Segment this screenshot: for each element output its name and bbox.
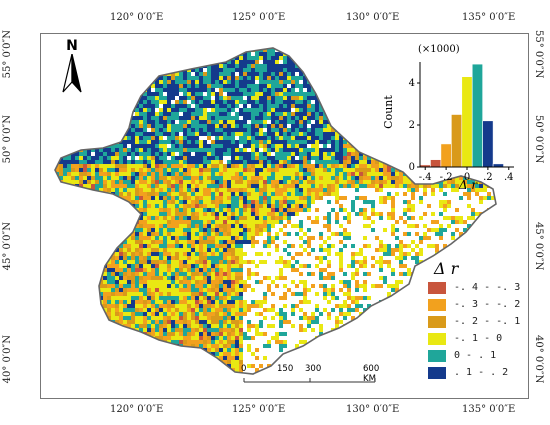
y-tick-label: 4 (409, 78, 415, 89)
left-lat-label: 55° 0′0″N (2, 30, 13, 79)
right-lat-label: 45° 0′0″N (533, 222, 544, 271)
legend-label: -. 1 - 0 (454, 333, 503, 344)
y-axis-label: Count (382, 95, 395, 129)
y-tick-label: 2 (409, 120, 415, 131)
left-lat-label: 40° 0′0″N (2, 335, 13, 384)
legend-swatch (428, 315, 446, 328)
top-lon-label: 125° 0′0″E (232, 12, 286, 23)
y-tick-label: 0 (409, 162, 415, 173)
histogram-bar (440, 143, 452, 168)
legend-label: -. 4 - -. 3 (454, 282, 521, 293)
bottom-lon-label: 135° 0′0″E (462, 404, 516, 415)
legend-item: -. 2 - -. 1 (428, 314, 528, 329)
scale-bar-line (243, 378, 376, 383)
legend-item: -. 4 - -. 3 (428, 280, 528, 295)
top-lon-label: 135° 0′0″E (462, 12, 516, 23)
legend-swatch (428, 298, 446, 311)
scale-label: 300 (305, 364, 322, 374)
legend: Δ r -. 4 - -. 3 -. 3 - -. 2 -. 2 - -. 1 -. … (428, 259, 528, 380)
right-lat-label: 55° 0′0″N (533, 30, 544, 79)
legend-label: 0 - . 1 (454, 350, 497, 361)
x-tick-label: -.4 (419, 172, 432, 183)
bottom-lon-label: 125° 0′0″E (232, 404, 286, 415)
legend-swatch (428, 366, 446, 379)
top-lon-label: 130° 0′0″E (346, 12, 400, 23)
x-tick-label: 0 (464, 172, 470, 183)
x-tick-label: -.2 (440, 172, 453, 183)
legend-label: -. 2 - -. 1 (454, 316, 521, 327)
histogram-inset: -.4 -.2 0 .2 .4 0 2 4 Count Δ r (×1000) (382, 44, 514, 192)
legend-swatch (428, 332, 446, 345)
x-tick-label: .2 (483, 172, 493, 183)
scale-bar: 0 150 300 600 KM (241, 364, 380, 390)
histogram-bar (451, 114, 463, 168)
map-panel: N -.4 -.2 0 .2 .4 0 2 4 Count Δ r (×1000) Δ r -. 4… (40, 33, 529, 399)
multiplier-label: (×1000) (418, 44, 460, 55)
right-lat-label: 50° 0′0″N (533, 115, 544, 164)
legend-swatch (428, 349, 446, 362)
north-letter: N (66, 38, 78, 54)
map-canvas (54, 47, 497, 375)
legend-item: -. 1 - 0 (428, 331, 528, 346)
legend-label: -. 3 - -. 2 (454, 299, 521, 310)
bottom-lon-label: 120° 0′0″E (110, 404, 164, 415)
right-lat-label: 40° 0′0″N (533, 335, 544, 384)
histogram-bar (482, 120, 494, 168)
top-lon-label: 120° 0′0″E (110, 12, 164, 23)
scale-label: 150 (277, 364, 294, 374)
scale-label: 0 (241, 364, 247, 374)
histogram-bar (471, 63, 483, 168)
legend-swatch (428, 281, 446, 294)
left-lat-label: 50° 0′0″N (2, 115, 13, 164)
x-axis-label: Δ r (458, 178, 478, 192)
legend-label: . 1 - . 2 (454, 367, 509, 378)
scale-label: 600 KM (363, 364, 380, 384)
legend-item: 0 - . 1 (428, 348, 528, 363)
legend-title: Δ r (434, 259, 459, 278)
bottom-lon-label: 130° 0′0″E (346, 404, 400, 415)
north-arrow: N (61, 38, 83, 98)
left-lat-label: 45° 0′0″N (2, 222, 13, 271)
histogram-bar (461, 76, 473, 168)
x-tick-label: .4 (504, 172, 514, 183)
north-arrow-icon (62, 53, 82, 93)
legend-item: . 1 - . 2 (428, 365, 528, 380)
legend-item: -. 3 - -. 2 (428, 297, 528, 312)
histogram-bar (430, 159, 442, 168)
